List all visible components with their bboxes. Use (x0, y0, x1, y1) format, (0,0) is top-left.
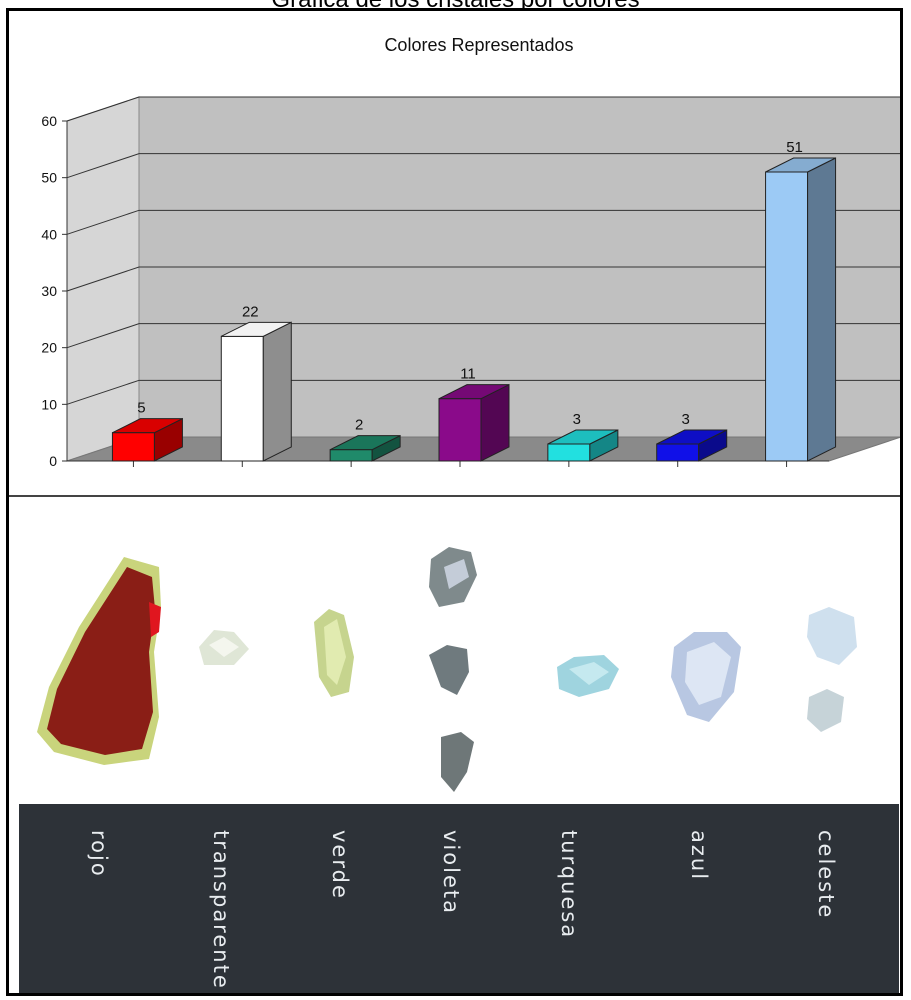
gridline (66, 323, 900, 349)
gridline (66, 96, 900, 122)
bar-top (765, 157, 836, 173)
bar-turquesa: 3 (547, 411, 619, 462)
data-label: 5 (137, 400, 145, 417)
bar-front (438, 398, 482, 462)
label-violeta: violeta (439, 830, 463, 915)
y-tick-label: 30 (41, 283, 57, 299)
label-transparente: transparente (209, 830, 233, 990)
bar-front (329, 449, 373, 462)
bar-side (262, 321, 292, 462)
bar-front (547, 443, 591, 462)
data-label: 51 (786, 139, 803, 156)
bar-front (111, 432, 155, 462)
data-label: 22 (242, 303, 259, 320)
gridline (66, 379, 900, 405)
figure-frame: Colores Representados 0 10 20 30 40 50 60 5 22 2… (6, 8, 903, 996)
section-divider (9, 495, 900, 497)
y-tick-label: 60 (41, 113, 57, 129)
label-turquesa: turquesa (557, 830, 581, 940)
chart-gridlines (66, 96, 900, 405)
bar-verde: 2 (329, 417, 401, 462)
crystal-verde (314, 609, 354, 697)
bar-azul: 3 (656, 411, 728, 462)
crystal-turquesa (557, 655, 619, 697)
bar-front (765, 171, 809, 462)
bar-side (807, 157, 837, 462)
label-rojo: rojo (87, 830, 111, 878)
bar-top (656, 429, 727, 445)
bar-front (656, 443, 700, 462)
gridline (66, 209, 900, 235)
bar-top (547, 429, 619, 445)
crystal-celeste (807, 607, 857, 732)
crystal-rojo (37, 557, 161, 765)
crystal-azul (671, 632, 741, 722)
label-celeste: celeste (814, 830, 838, 920)
y-tick-label: 50 (41, 170, 57, 186)
data-label: 3 (573, 411, 581, 428)
gridline (66, 153, 900, 179)
bar-top (329, 435, 401, 451)
label-azul: azul (687, 830, 711, 882)
bar-transparente: 22 (220, 303, 292, 462)
bar-top (221, 321, 292, 337)
bar-violeta: 11 (438, 366, 510, 462)
y-axis: 0 10 20 30 40 50 60 (41, 113, 829, 469)
y-tick-label: 40 (41, 226, 57, 242)
data-label: 3 (682, 411, 690, 428)
bar-rojo: 5 (111, 400, 183, 462)
y-tick-label: 10 (41, 396, 57, 412)
bar-top (438, 384, 510, 400)
bar-celeste: 51 (765, 139, 837, 462)
bar-top (112, 418, 183, 434)
bar-front (220, 335, 264, 462)
data-label: 11 (460, 366, 476, 383)
label-verde: verde (328, 830, 352, 900)
crystal-violeta (429, 547, 477, 792)
crystal-transparente (199, 630, 249, 665)
gridline (66, 266, 900, 292)
y-tick-label: 0 (49, 453, 57, 469)
crystal-photos (9, 497, 900, 804)
data-label: 2 (355, 417, 363, 434)
color-label-band: rojo transparente verde violeta turquesa… (19, 804, 899, 993)
y-tick-label: 20 (41, 340, 57, 356)
chart-title: Colores Representados (384, 35, 573, 55)
